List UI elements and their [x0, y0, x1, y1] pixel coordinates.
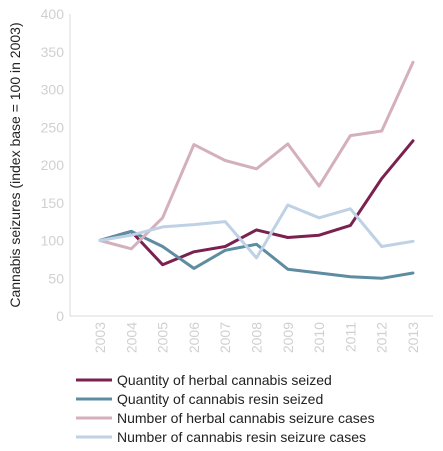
y-axis-label: Cannabis seizures (index base = 100 in 2… [7, 22, 23, 307]
x-tick-label: 2009 [280, 322, 296, 353]
y-tick-label: 350 [41, 44, 65, 60]
legend-label: Quantity of cannabis resin seized [117, 391, 323, 407]
legend-label: Number of cannabis resin seizure cases [117, 429, 366, 445]
x-tick-label: 2007 [217, 322, 233, 353]
x-tick-label: 2008 [249, 322, 265, 353]
y-tick-label: 100 [41, 233, 65, 249]
series-line-4 [98, 203, 415, 260]
legend-label: Number of herbal cannabis seizure cases [117, 410, 375, 426]
y-tick-label: 200 [41, 157, 65, 173]
series-lines [98, 60, 415, 280]
y-tick-label: 150 [41, 195, 65, 211]
x-tick-label: 2012 [374, 322, 390, 353]
x-tick-labels: 2003 2004 2005 2006 2007 2008 2009 2010 2011 2012… [92, 322, 421, 353]
legend-label: Quantity of herbal cannabis seized [117, 372, 332, 388]
axes [69, 14, 433, 317]
y-tick-label: 0 [56, 308, 64, 324]
legend: Quantity of herbal cannabis seized Quanti… [76, 372, 375, 445]
series-line-3 [98, 60, 415, 251]
legend-item: Number of cannabis resin seizure cases [76, 429, 366, 445]
x-tick-label: 2004 [123, 322, 139, 353]
series-line-2 [98, 229, 415, 280]
x-tick-label: 2003 [92, 322, 108, 353]
x-tick-label: 2011 [342, 322, 358, 352]
y-tick-label: 300 [41, 82, 65, 98]
y-tick-label: 400 [41, 6, 65, 22]
y-tick-labels: 0 50 100 150 200 250 300 350 400 [41, 6, 65, 324]
x-tick-label: 2013 [405, 322, 421, 353]
x-tick-label: 2005 [155, 322, 171, 353]
legend-item: Number of herbal cannabis seizure cases [76, 410, 375, 426]
y-tick-label: 50 [48, 270, 64, 286]
x-tick-label: 2006 [186, 322, 202, 353]
legend-item: Quantity of cannabis resin seized [76, 391, 323, 407]
x-tick-label: 2010 [311, 322, 327, 353]
series-line-1 [98, 139, 415, 267]
legend-item: Quantity of herbal cannabis seized [76, 372, 332, 388]
y-tick-label: 250 [41, 119, 65, 135]
